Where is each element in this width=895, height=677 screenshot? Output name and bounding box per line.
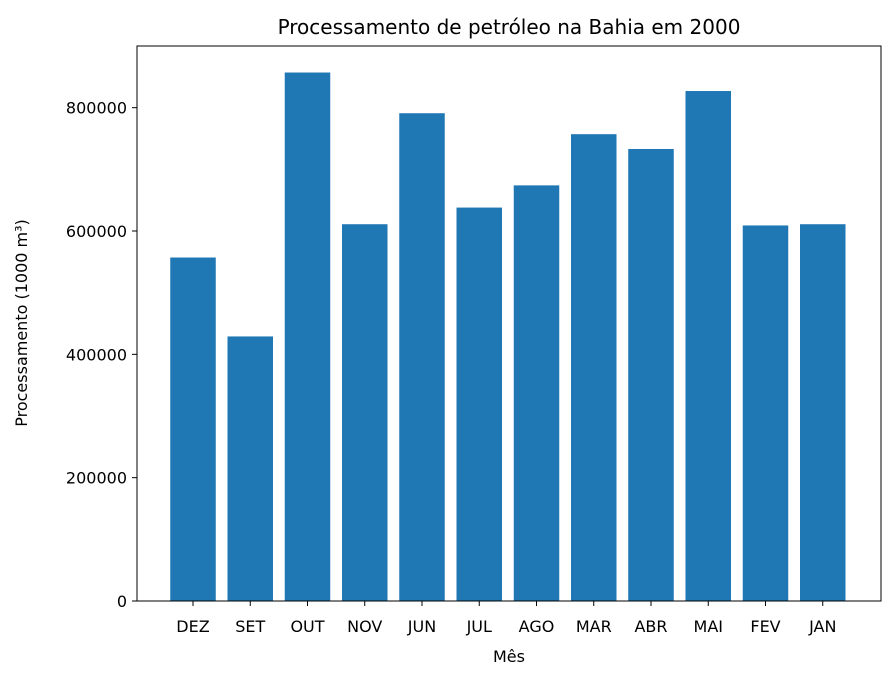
- y-tick-label: 600000: [66, 222, 127, 241]
- bar-dez: [170, 257, 216, 601]
- bar-mai: [685, 91, 731, 602]
- bar-set: [227, 336, 273, 601]
- x-tick-label: ABR: [634, 617, 667, 636]
- bar-jul: [456, 207, 502, 602]
- plot-frame: [136, 45, 882, 602]
- x-tick-label: JAN: [808, 617, 836, 636]
- bars-group: [170, 72, 846, 602]
- x-tick-label: SET: [235, 617, 265, 636]
- y-axis: 0 200000 400000 600000 800000: [66, 99, 137, 611]
- x-tick-label: JUN: [407, 617, 436, 636]
- bar-fev: [742, 225, 789, 601]
- bar-ago: [513, 185, 560, 601]
- bar-mar: [571, 134, 617, 601]
- chart-title: Processamento de petróleo na Bahia em 20…: [278, 15, 741, 39]
- x-axis-label: Mês: [493, 647, 525, 666]
- x-tick-label: JUL: [466, 617, 492, 636]
- y-tick-label: 400000: [66, 345, 127, 364]
- x-tick-label: DEZ: [176, 617, 209, 636]
- bar-nov: [342, 224, 388, 601]
- x-tick-label: MAI: [694, 617, 723, 636]
- y-axis-label: Processamento (1000 m³): [12, 219, 31, 427]
- bar-out: [284, 72, 331, 602]
- x-tick-label: AGO: [519, 617, 555, 636]
- bar-abr: [628, 148, 674, 601]
- x-tick-label: FEV: [750, 617, 780, 636]
- x-tick-label: NOV: [347, 617, 382, 636]
- y-tick-label: 0: [117, 592, 127, 611]
- bar-jun: [399, 113, 445, 601]
- x-axis: DEZ SET OUT NOV JUN JUL AGO MAR ABR MAI FEV JAN: [176, 601, 836, 636]
- x-tick-label: MAR: [576, 617, 612, 636]
- y-tick-label: 800000: [66, 99, 127, 118]
- y-tick-label: 200000: [66, 469, 127, 488]
- bar-jan: [800, 224, 846, 601]
- x-tick-label: OUT: [290, 617, 324, 636]
